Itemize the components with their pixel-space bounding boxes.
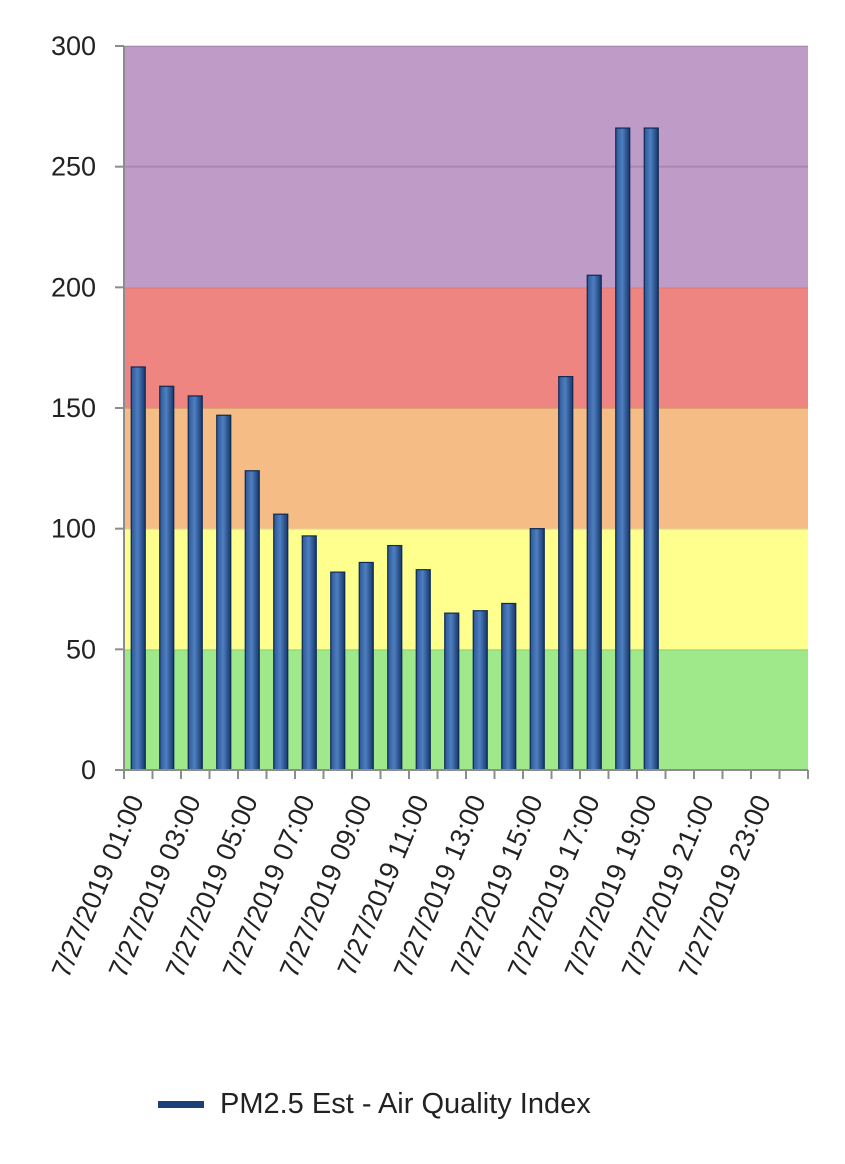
bar-16 bbox=[586, 274, 602, 771]
aqi-band-0 bbox=[124, 649, 808, 770]
y-tick-label-250: 250 bbox=[51, 152, 96, 182]
aqi-band-2 bbox=[124, 408, 808, 529]
legend-label: PM2.5 Est - Air Quality Index bbox=[220, 1088, 591, 1120]
y-tick-label-300: 300 bbox=[51, 31, 96, 61]
bar-8 bbox=[358, 561, 374, 771]
bar-18 bbox=[643, 127, 659, 771]
y-tick-label-150: 150 bbox=[51, 393, 96, 423]
bar-0 bbox=[130, 366, 146, 771]
bar-14 bbox=[529, 528, 545, 771]
aqi-band-4 bbox=[124, 46, 808, 288]
legend-swatch bbox=[158, 1101, 204, 1108]
bar-9 bbox=[387, 544, 403, 771]
x-axis-ticks: 7/27/2019 01:007/27/2019 03:007/27/2019 … bbox=[46, 770, 809, 982]
bar-17 bbox=[615, 127, 631, 771]
bar-13 bbox=[501, 602, 517, 771]
aqi-band-3 bbox=[124, 287, 808, 408]
bar-1 bbox=[159, 385, 175, 771]
bar-2 bbox=[187, 395, 203, 771]
y-tick-label-100: 100 bbox=[51, 514, 96, 544]
bar-3 bbox=[216, 414, 232, 771]
y-tick-label-0: 0 bbox=[81, 755, 96, 785]
bar-4 bbox=[244, 470, 260, 771]
y-axis-ticks: 0 50 100 150 200 250 300 bbox=[51, 31, 124, 785]
bar-6 bbox=[301, 535, 317, 771]
bar-12 bbox=[472, 610, 488, 771]
y-tick-label-200: 200 bbox=[51, 272, 96, 302]
bar-7 bbox=[330, 571, 346, 771]
aqi-bands bbox=[124, 45, 808, 770]
bar-10 bbox=[415, 569, 431, 771]
bar-11 bbox=[444, 612, 460, 771]
bars bbox=[130, 127, 659, 771]
legend: PM2.5 Est - Air Quality Index bbox=[158, 1088, 591, 1121]
bar-15 bbox=[558, 376, 574, 771]
bar-5 bbox=[273, 513, 289, 771]
aqi-band-1 bbox=[124, 528, 808, 650]
y-tick-label-50: 50 bbox=[66, 634, 96, 664]
